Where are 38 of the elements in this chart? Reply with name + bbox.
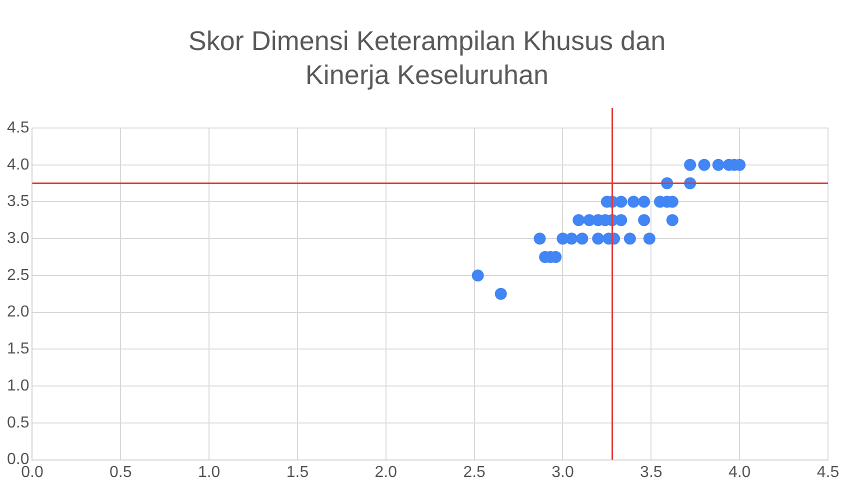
x-tick-label: 3.5 [640,464,662,481]
point [615,214,628,226]
point [576,232,588,245]
point [698,158,710,171]
y-tick-label: 3.0 [6,230,30,248]
y-tick-label: 1.0 [6,377,30,394]
y-tick-label: 2.5 [6,266,30,284]
point [638,214,650,226]
point [638,196,650,208]
x-tick-label: 3.0 [552,464,574,481]
point [627,196,640,208]
x-tick-label: 4.5 [816,464,840,481]
point [666,214,678,226]
x-tick-label: 2.5 [463,464,486,481]
point [566,232,578,245]
point [592,232,604,245]
point [624,232,636,245]
y-tick-label: 2.0 [6,304,30,321]
y-tick-label: 0.5 [6,414,30,432]
x-tick-label: 4.0 [728,464,751,481]
y-tick-label: 4.5 [6,119,30,136]
point [534,232,546,245]
point [572,214,585,226]
point [684,158,696,171]
point [494,288,507,300]
x-tick-label: 2.0 [374,464,398,481]
y-tick-label: 4.0 [6,156,30,174]
x-tick-label: 0.5 [110,464,132,481]
point [712,158,724,171]
chart-title: Skor Dimensi Keterampilan Khusus dan Kinerja Keseluruhan [187,25,667,92]
point [643,232,656,245]
y-tick-label: 1.5 [6,340,30,358]
x-tick-label: 1.0 [198,464,220,481]
point [615,196,628,208]
x-tick-label: 1.5 [286,464,309,481]
y-tick-label: 3.5 [6,193,30,210]
point [472,269,484,282]
x-tick-label: 0.0 [21,464,44,481]
